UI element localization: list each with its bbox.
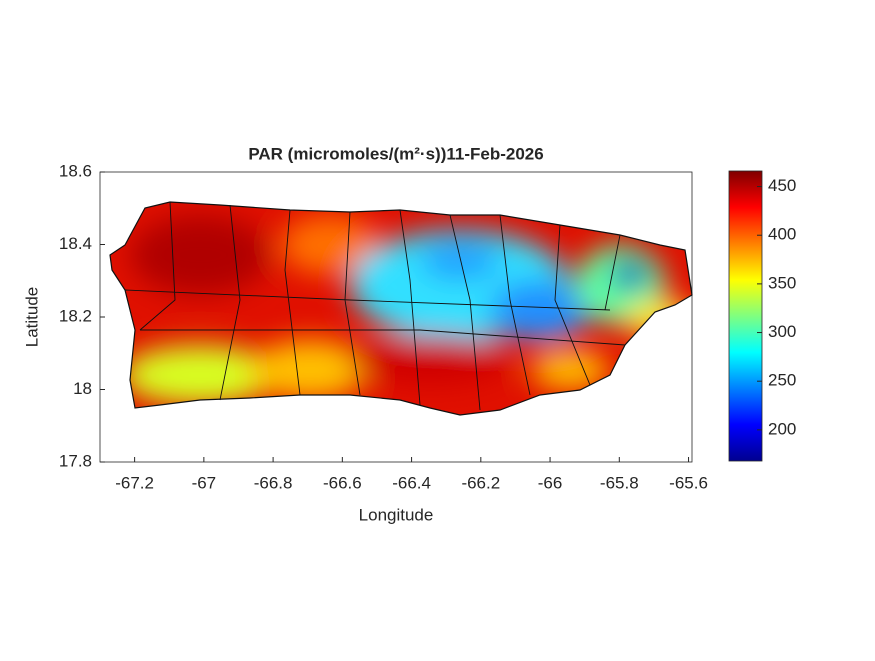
y-tick-label: 18.6 [59,161,92,180]
y-tick-label: 17.8 [59,451,92,470]
colorbar-tick-label: 450 [768,176,796,195]
x-tick-label: -66 [538,473,563,492]
colorbar-tick-label: 400 [768,225,796,244]
island-field [110,202,692,415]
x-tick-label: -66.2 [461,473,500,492]
chart-title: PAR (micromoles/(m²·s))11-Feb-2026 [248,144,543,163]
x-tick-label: -66.4 [392,473,431,492]
x-tick-label: -67.2 [115,473,154,492]
x-tick-label: -65.8 [600,473,639,492]
y-axis-label: Latitude [22,287,41,348]
coastline [109,201,693,416]
y-tick-label: 18 [73,379,92,398]
x-axis-label: Longitude [359,505,434,524]
x-tick-label: -66.8 [254,473,293,492]
colorbar-tick-label: 200 [768,419,796,438]
y-tick-label: 18.4 [59,234,92,253]
colorbar-tick-label: 300 [768,322,796,341]
y-tick-label: 18.2 [59,306,92,325]
colorbar [728,170,763,462]
colorbar-tick-label: 350 [768,273,796,292]
x-tick-label: -67 [192,473,217,492]
municipal-borders [124,201,626,411]
x-tick-label: -66.6 [323,473,362,492]
x-tick-label: -65.6 [669,473,708,492]
colorbar-tick-label: 250 [768,371,796,390]
